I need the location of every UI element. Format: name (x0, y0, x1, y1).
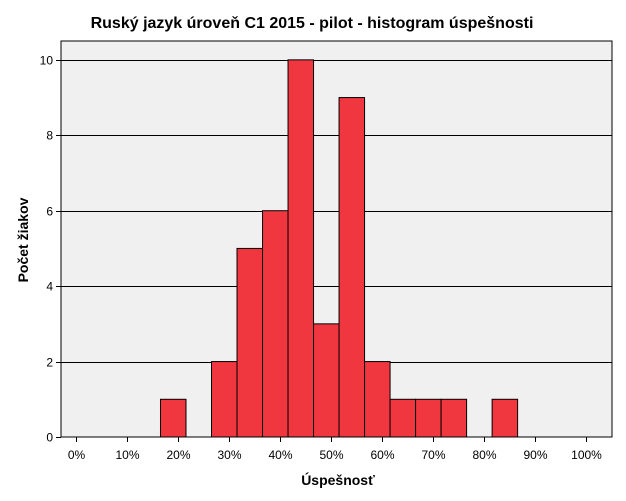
x-tick-label: 70% (421, 448, 445, 462)
histogram-bar (491, 398, 519, 438)
x-axis-title: Úspešnosť (301, 471, 375, 488)
x-tick-label: 40% (268, 448, 292, 462)
y-axis-title: Počet žiakov (15, 197, 31, 282)
gridlines (61, 60, 612, 363)
histogram-bar (440, 398, 468, 438)
y-tick-label: 0 (46, 431, 53, 445)
x-tick-label: 90% (523, 448, 547, 462)
histogram-bar (287, 59, 315, 438)
y-tick-label: 4 (46, 280, 53, 294)
x-tick-label: 0% (68, 448, 86, 462)
x-tick-label: 60% (370, 448, 394, 462)
x-tick-label: 20% (166, 448, 190, 462)
histogram-bar (364, 361, 391, 438)
y-tick-label: 10 (40, 54, 54, 68)
histogram-bar (389, 398, 417, 438)
histogram-bar (159, 398, 187, 438)
x-tick-label: 100% (571, 448, 602, 462)
chart-title: Ruský jazyk úroveň C1 2015 - pilot - his… (91, 15, 534, 32)
y-axis: 0 2 4 6 8 10 (40, 54, 61, 445)
bars (159, 59, 519, 438)
x-tick-label: 50% (319, 448, 343, 462)
histogram-bar (262, 210, 289, 438)
histogram-bar (236, 247, 264, 438)
histogram-bar (415, 398, 442, 438)
histogram-bar (313, 323, 340, 438)
histogram-bar (211, 361, 238, 438)
x-axis: 0% 10% 20% 30% 40% 50% 60% 70% 80% 90% 100% (68, 437, 602, 462)
x-tick-label: 80% (472, 448, 496, 462)
y-tick-label: 6 (46, 205, 53, 219)
y-tick-label: 2 (46, 356, 53, 370)
x-tick-label: 10% (115, 448, 139, 462)
x-tick-label: 30% (217, 448, 241, 462)
y-tick-label: 8 (46, 129, 53, 143)
histogram-bar (338, 97, 366, 438)
plot-frame (60, 40, 613, 438)
